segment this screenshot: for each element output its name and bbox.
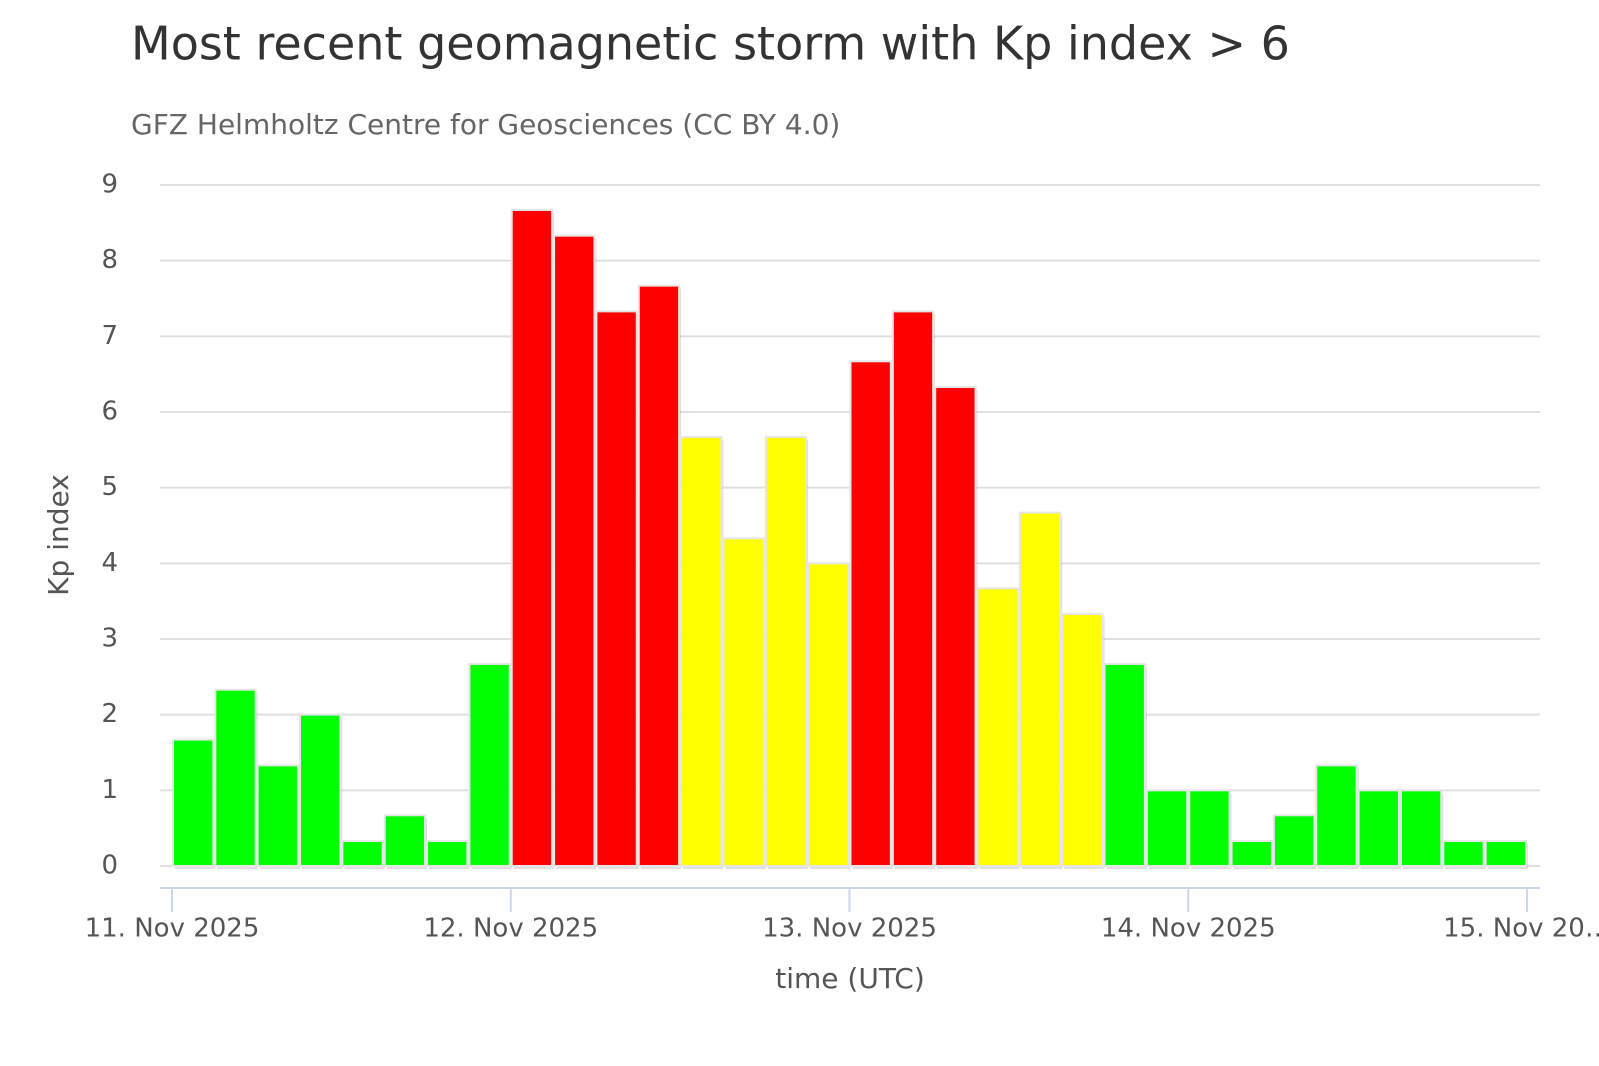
- x-tick-label: 13. Nov 2025: [762, 914, 937, 944]
- bar: [341, 840, 384, 868]
- y-tick-label: 2: [101, 699, 118, 729]
- bar: [595, 310, 638, 867]
- y-tick-label: 6: [101, 397, 118, 427]
- bar: [426, 840, 469, 868]
- bar: [1103, 662, 1146, 867]
- bar: [1442, 840, 1485, 868]
- bar: [256, 764, 300, 868]
- y-axis-label: Kp index: [42, 474, 75, 596]
- y-tick-label: 9: [101, 170, 118, 200]
- bar: [637, 284, 681, 867]
- bar: [172, 738, 215, 867]
- bar: [1315, 764, 1358, 868]
- bar: [468, 662, 511, 867]
- x-tick-label: 12. Nov 2025: [423, 914, 598, 944]
- bar: [1357, 789, 1400, 867]
- x-axis-label: time (UTC): [775, 962, 925, 995]
- y-tick-label: 7: [101, 321, 118, 351]
- bar: [976, 587, 1019, 867]
- bar: [1484, 840, 1527, 868]
- bar: [510, 208, 554, 868]
- bar: [553, 234, 596, 868]
- bar: [1188, 789, 1231, 867]
- bar: [1230, 840, 1273, 868]
- y-tick-label: 0: [101, 851, 118, 881]
- bar: [1061, 613, 1104, 868]
- bar: [722, 537, 765, 867]
- x-tick-label: 14. Nov 2025: [1101, 914, 1276, 944]
- bar: [1272, 814, 1316, 868]
- bar: [299, 713, 342, 868]
- y-tick-label: 5: [101, 472, 118, 502]
- bar: [1018, 511, 1062, 867]
- bar: [934, 386, 977, 867]
- bar: [807, 562, 850, 867]
- bar: [1399, 789, 1443, 867]
- y-tick-label: 1: [101, 775, 118, 805]
- bar: [383, 814, 427, 868]
- y-tick-label: 4: [101, 548, 118, 578]
- bar: [849, 360, 892, 867]
- y-tick-label: 8: [101, 245, 118, 275]
- x-tick-label: 15. Nov 20…: [1443, 914, 1599, 944]
- bar: [680, 435, 723, 867]
- bar: [214, 688, 257, 867]
- y-tick-label: 3: [101, 624, 118, 654]
- bar: [764, 435, 808, 867]
- chart-subtitle: GFZ Helmholtz Centre for Geosciences (CC…: [131, 108, 840, 141]
- chart-title: Most recent geomagnetic storm with Kp in…: [131, 17, 1290, 71]
- bar: [1145, 789, 1189, 867]
- x-tick-label: 11. Nov 2025: [85, 914, 260, 944]
- bar: [891, 310, 935, 867]
